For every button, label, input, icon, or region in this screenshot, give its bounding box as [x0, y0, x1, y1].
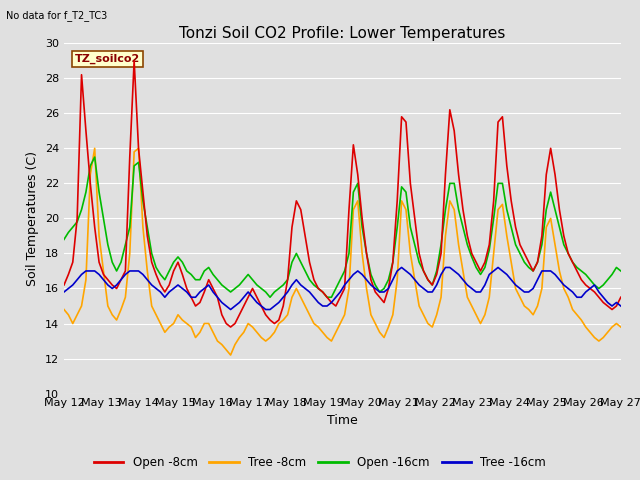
- Open -8cm: [60, 282, 68, 288]
- Open -8cm: [297, 207, 305, 213]
- Open -16cm: [617, 268, 625, 274]
- Tree -16cm: [196, 289, 204, 295]
- Open -16cm: [91, 154, 99, 160]
- Open -8cm: [600, 300, 607, 305]
- Y-axis label: Soil Temperatures (C): Soil Temperatures (C): [26, 151, 39, 286]
- Legend: Open -8cm, Tree -8cm, Open -16cm, Tree -16cm: Open -8cm, Tree -8cm, Open -16cm, Tree -…: [89, 452, 551, 474]
- Open -8cm: [617, 294, 625, 300]
- Line: Tree -8cm: Tree -8cm: [64, 148, 621, 355]
- Open -8cm: [358, 216, 366, 221]
- Open -16cm: [358, 224, 366, 230]
- Tree -8cm: [275, 321, 283, 326]
- Open -16cm: [60, 237, 68, 242]
- Open -16cm: [547, 189, 554, 195]
- Tree -8cm: [200, 321, 208, 326]
- Open -8cm: [547, 145, 554, 151]
- Open -16cm: [275, 286, 283, 291]
- Open -8cm: [227, 324, 234, 330]
- Text: TZ_soilco2: TZ_soilco2: [75, 54, 140, 64]
- Tree -16cm: [397, 264, 405, 270]
- Tree -8cm: [600, 335, 607, 340]
- Text: No data for f_T2_TC3: No data for f_T2_TC3: [6, 10, 108, 21]
- Tree -8cm: [60, 307, 68, 312]
- Tree -8cm: [617, 324, 625, 330]
- Open -8cm: [200, 289, 208, 295]
- Tree -8cm: [91, 145, 99, 151]
- Tree -8cm: [227, 352, 234, 358]
- Tree -16cm: [60, 289, 68, 295]
- Open -16cm: [266, 294, 274, 300]
- Tree -16cm: [547, 268, 554, 274]
- Open -8cm: [131, 58, 138, 63]
- Line: Open -8cm: Open -8cm: [64, 60, 621, 327]
- Tree -16cm: [227, 307, 234, 312]
- Line: Open -16cm: Open -16cm: [64, 157, 621, 297]
- Line: Tree -16cm: Tree -16cm: [64, 267, 621, 310]
- Tree -8cm: [547, 216, 554, 221]
- Tree -16cm: [617, 303, 625, 309]
- Open -16cm: [200, 268, 208, 274]
- Open -8cm: [275, 317, 283, 323]
- Tree -8cm: [358, 251, 366, 256]
- Tree -16cm: [600, 294, 607, 300]
- Tree -16cm: [354, 268, 362, 274]
- Tree -8cm: [297, 294, 305, 300]
- Title: Tonzi Soil CO2 Profile: Lower Temperatures: Tonzi Soil CO2 Profile: Lower Temperatur…: [179, 25, 506, 41]
- Open -16cm: [600, 282, 607, 288]
- Open -16cm: [297, 259, 305, 265]
- X-axis label: Time: Time: [327, 414, 358, 427]
- Tree -16cm: [292, 277, 300, 283]
- Tree -16cm: [271, 303, 278, 309]
